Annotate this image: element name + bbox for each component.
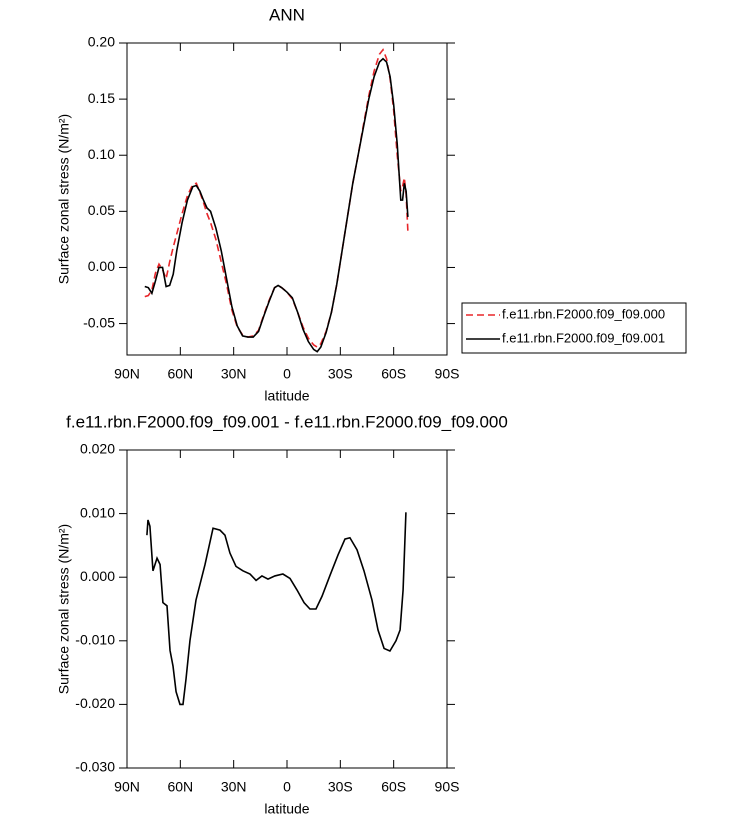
y-axis-label: Surface zonal stress (N/m²) [56,524,72,694]
legend-label: f.e11.rbn.F2000.f09_f09.000 [502,306,665,321]
plot-frame [126,449,448,769]
legend-label: f.e11.rbn.F2000.f09_f09.001 [502,330,665,345]
y-tick-label: 0.15 [88,90,115,106]
y-tick-label: -0.010 [75,632,115,648]
y-tick-label: 0.000 [80,568,115,584]
data-line [144,57,409,353]
data-line [144,48,409,349]
x-tick-label: 90N [114,779,140,795]
y-tick-label: 0.010 [80,504,115,520]
x-tick-label: 90S [435,779,460,795]
data-line [146,512,407,706]
y-tick-label: 0.05 [88,202,115,218]
x-tick-label: 60S [381,366,406,382]
x-axis-label: latitude [264,801,309,817]
y-tick-label: 0.020 [80,441,115,457]
y-tick-label: -0.020 [75,695,115,711]
y-tick-label: -0.05 [83,314,115,330]
x-tick-label: 30N [221,366,247,382]
x-tick-label: 0 [283,779,291,795]
y-tick-label: -0.030 [75,759,115,775]
x-tick-label: 30S [328,366,353,382]
y-axis-label: Surface zonal stress (N/m²) [56,114,72,284]
y-tick-label: 0.10 [88,146,115,162]
plot-frame [126,42,448,356]
x-tick-label: 60N [167,779,193,795]
y-tick-label: 0.20 [88,34,115,50]
x-tick-label: 60N [167,366,193,382]
x-tick-label: 30S [328,779,353,795]
x-tick-label: 30N [221,779,247,795]
x-axis-label: latitude [264,388,309,404]
chart-title: ANN [269,5,305,24]
x-tick-label: 90N [114,366,140,382]
x-tick-label: 0 [283,366,291,382]
y-tick-label: 0.00 [88,258,115,274]
legend-frame [461,302,687,354]
x-tick-label: 60S [381,779,406,795]
x-tick-label: 90S [435,366,460,382]
chart-title: f.e11.rbn.F2000.f09_f09.001 - f.e11.rbn.… [66,412,508,431]
